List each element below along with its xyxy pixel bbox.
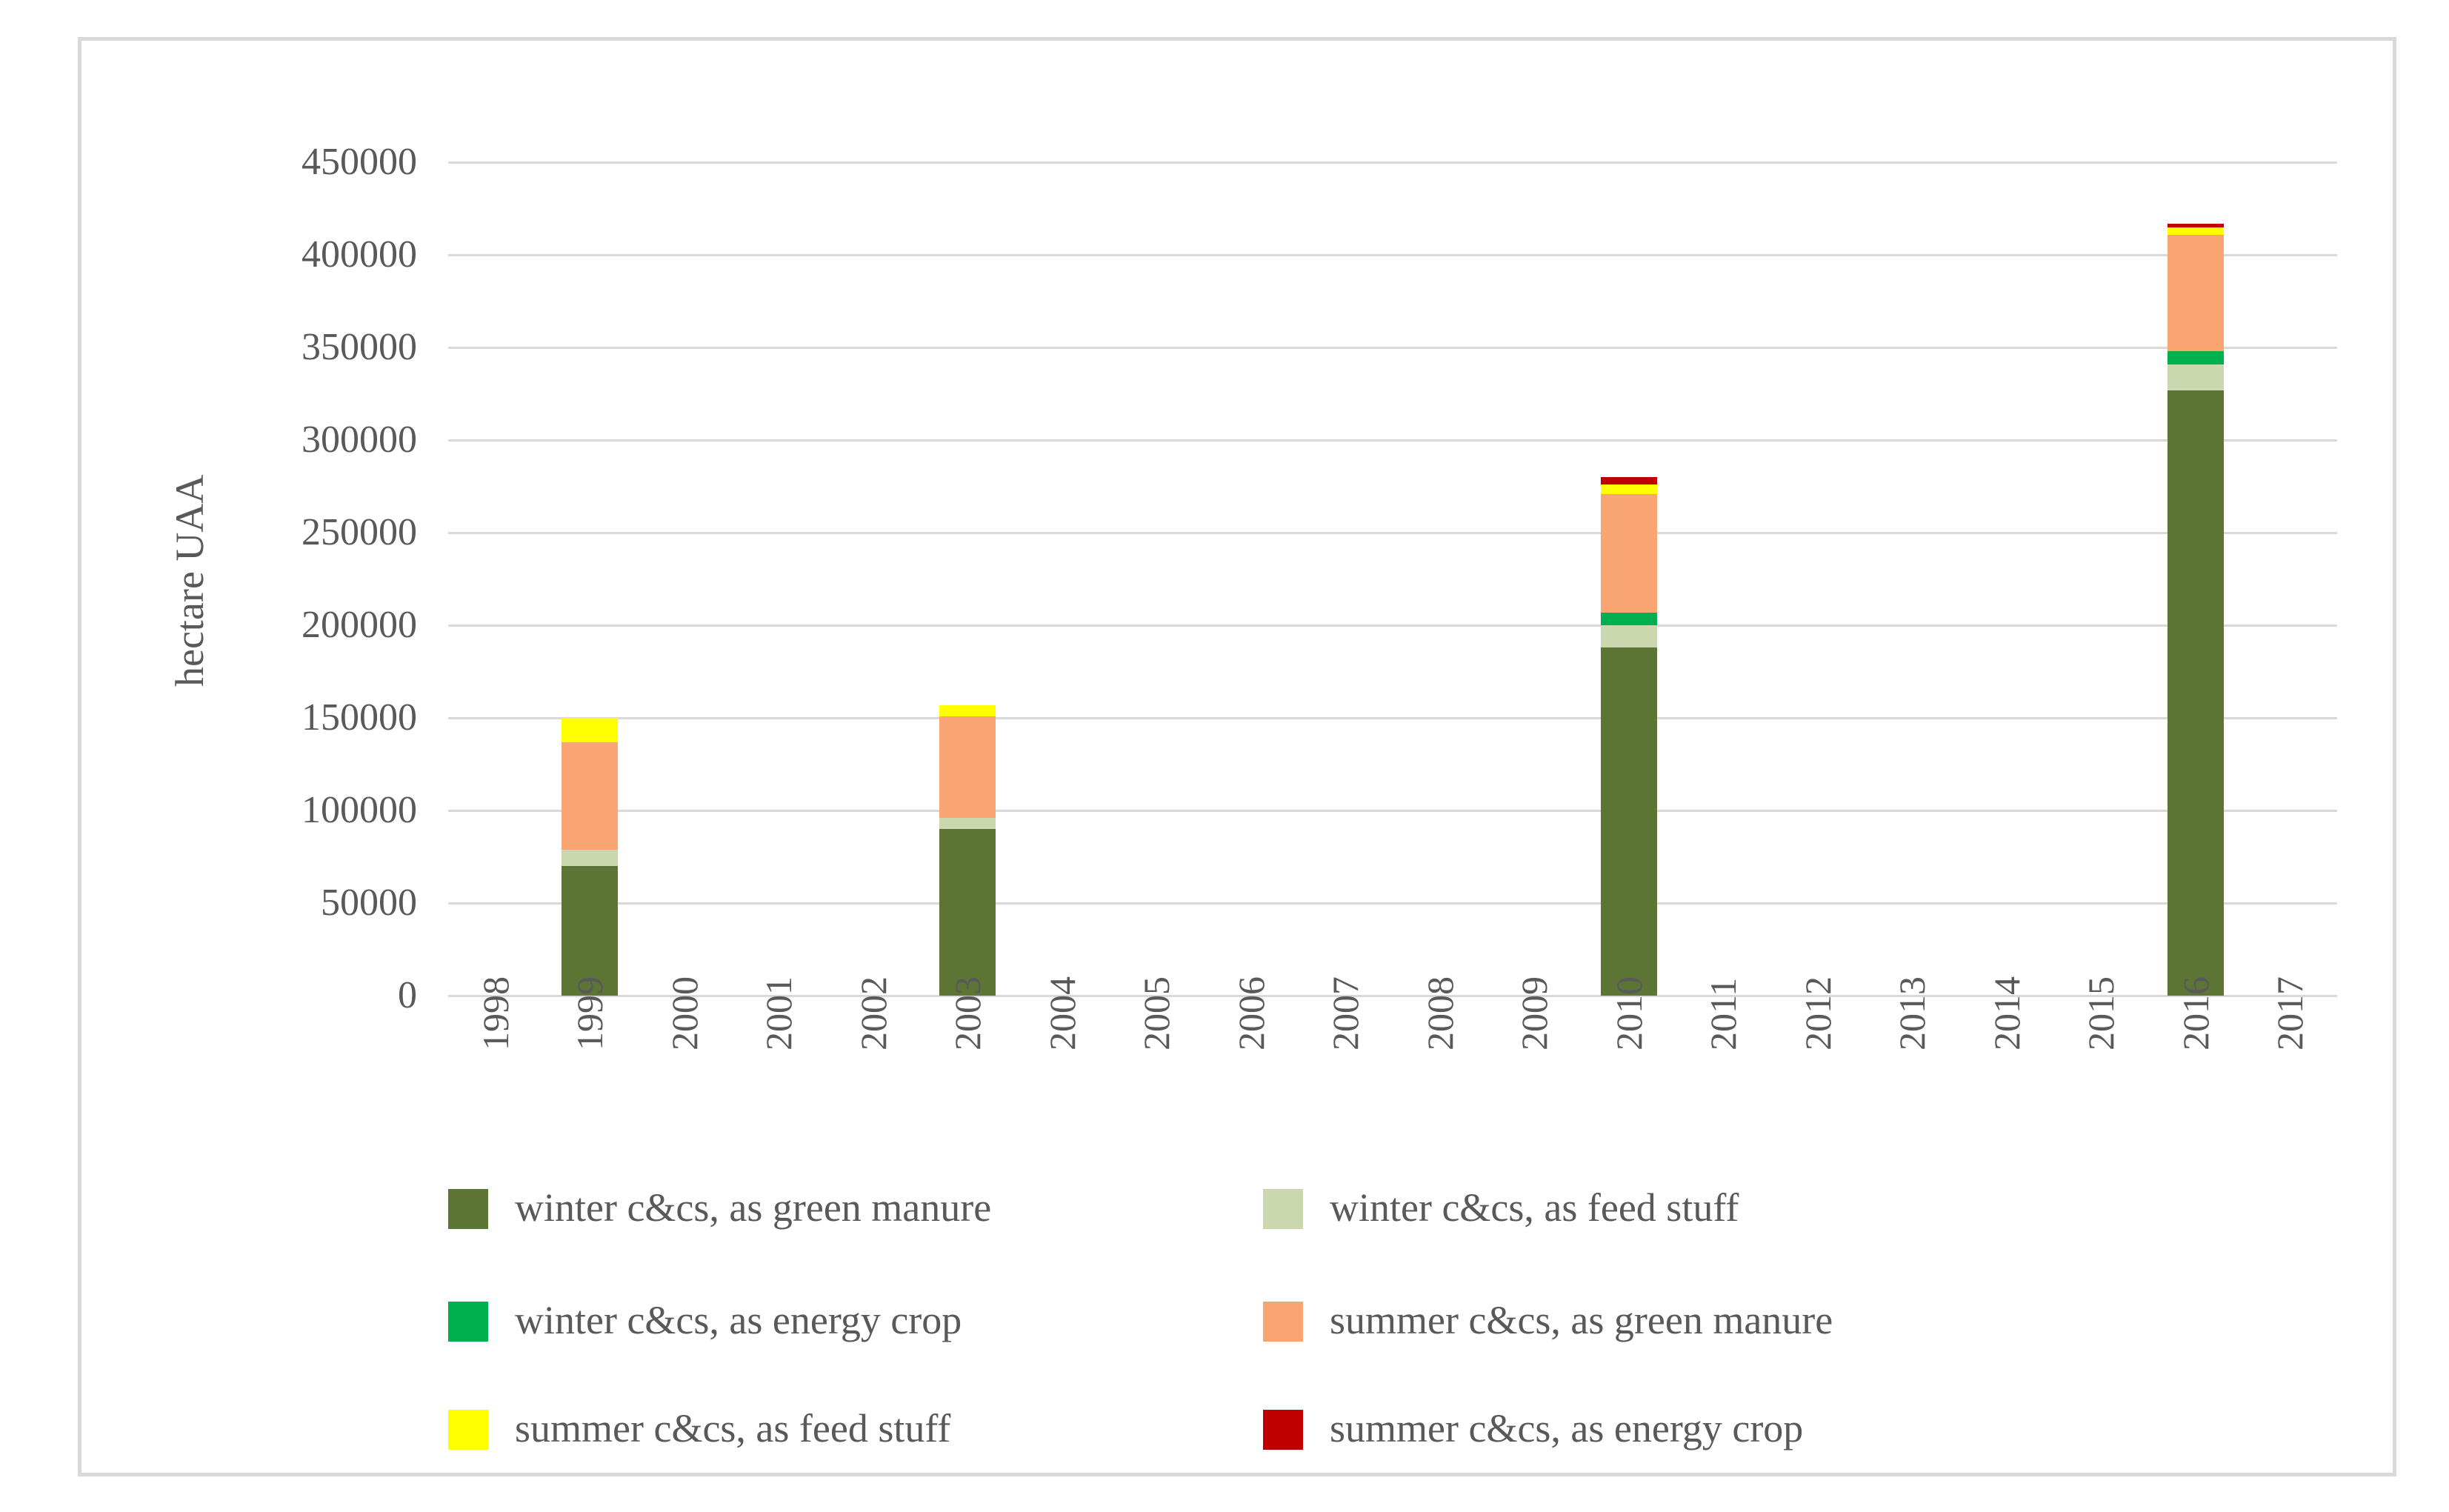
y-axis-title: hectare UAA	[167, 474, 212, 687]
legend-label-3: winter c&cs, as energy crop	[515, 1298, 962, 1342]
x-tick-label-2002: 2002	[852, 976, 894, 1050]
x-tick-label-2013: 2013	[1891, 976, 1933, 1050]
bar-segment-1999	[562, 718, 619, 742]
x-tick-label-2011: 2011	[1702, 977, 1745, 1050]
chart-figure: hectare UAA 0 50000 100000 150000 200000 2500…	[78, 37, 2396, 1476]
y-tick-label-250000: 250000	[301, 511, 417, 553]
x-tick-label-2007: 2007	[1325, 976, 1367, 1050]
x-tick-label-2008: 2008	[1419, 976, 1461, 1050]
bar-segment-2016	[2167, 364, 2224, 390]
x-tick-label-2014: 2014	[1985, 976, 2027, 1050]
gridline-400000	[448, 254, 2337, 256]
bar-segment-2016	[2167, 223, 2224, 227]
x-tick-label-2004: 2004	[1041, 976, 1083, 1050]
gridline-250000	[448, 532, 2337, 534]
bar-segment-2003	[939, 829, 996, 996]
gridline-350000	[448, 347, 2337, 349]
legend-swatch-6	[1263, 1410, 1303, 1450]
legend-swatch-4	[1263, 1302, 1303, 1342]
bar-segment-2016	[2167, 234, 2224, 351]
bar-segment-2016	[2167, 351, 2224, 364]
x-tick-label-2012: 2012	[1796, 976, 1839, 1050]
gridline-150000	[448, 717, 2337, 719]
x-tick-label-2016: 2016	[2174, 976, 2216, 1050]
y-tick-label-450000: 450000	[301, 141, 417, 183]
gridline-200000	[448, 625, 2337, 627]
bar-segment-2016	[2167, 390, 2224, 996]
gridline-100000	[448, 810, 2337, 812]
y-tick-label-300000: 300000	[301, 419, 417, 461]
bar-segment-2003	[939, 716, 996, 818]
legend-label-1: winter c&cs, as green manure	[515, 1185, 992, 1230]
legend-swatch-3	[448, 1302, 488, 1342]
legend-label-2: winter c&cs, as feed stuff	[1330, 1185, 1739, 1230]
x-tick-label-2010: 2010	[1607, 976, 1650, 1050]
bar-segment-2010	[1600, 612, 1657, 625]
x-tick-label-2005: 2005	[1136, 976, 1178, 1050]
bar-segment-2016	[2167, 227, 2224, 235]
gridline-0	[448, 995, 2337, 997]
bar-segment-2010	[1600, 484, 1657, 494]
bar-segment-1999	[562, 849, 619, 866]
x-tick-label-1999: 1999	[569, 976, 611, 1050]
y-tick-label-150000: 150000	[301, 696, 417, 739]
x-tick-label-2003: 2003	[947, 976, 989, 1050]
y-tick-label-100000: 100000	[301, 789, 417, 831]
bar-segment-2010	[1600, 647, 1657, 996]
legend-swatch-1	[448, 1189, 488, 1229]
bar-segment-2003	[939, 818, 996, 829]
y-tick-label-350000: 350000	[301, 326, 417, 368]
bar-segment-2010	[1600, 493, 1657, 613]
x-tick-label-1998: 1998	[474, 976, 516, 1050]
bar-segment-2003	[939, 705, 996, 716]
gridline-450000	[448, 161, 2337, 164]
x-tick-label-2009: 2009	[1513, 976, 1556, 1050]
x-tick-label-2006: 2006	[1230, 976, 1272, 1050]
y-tick-label-400000: 400000	[301, 233, 417, 276]
bar-segment-2010	[1600, 477, 1657, 484]
bar-segment-1999	[562, 866, 619, 996]
x-tick-label-2000: 2000	[663, 976, 705, 1050]
bar-segment-1999	[562, 742, 619, 850]
x-tick-label-2015: 2015	[2080, 976, 2122, 1050]
legend-label-5: summer c&cs, as feed stuff	[515, 1406, 951, 1451]
x-tick-label-2001: 2001	[758, 976, 800, 1050]
x-tick-label-2017: 2017	[2269, 976, 2311, 1050]
legend-swatch-5	[448, 1410, 488, 1450]
bar-segment-2010	[1600, 625, 1657, 647]
legend-label-6: summer c&cs, as energy crop	[1330, 1406, 1804, 1451]
gridline-300000	[448, 439, 2337, 442]
legend-swatch-2	[1263, 1189, 1303, 1229]
legend-label-4: summer c&cs, as green manure	[1330, 1298, 1833, 1342]
gridline-50000	[448, 902, 2337, 905]
y-tick-label-0: 0	[398, 974, 417, 1016]
y-tick-label-50000: 50000	[321, 882, 417, 924]
y-tick-label-200000: 200000	[301, 604, 417, 646]
